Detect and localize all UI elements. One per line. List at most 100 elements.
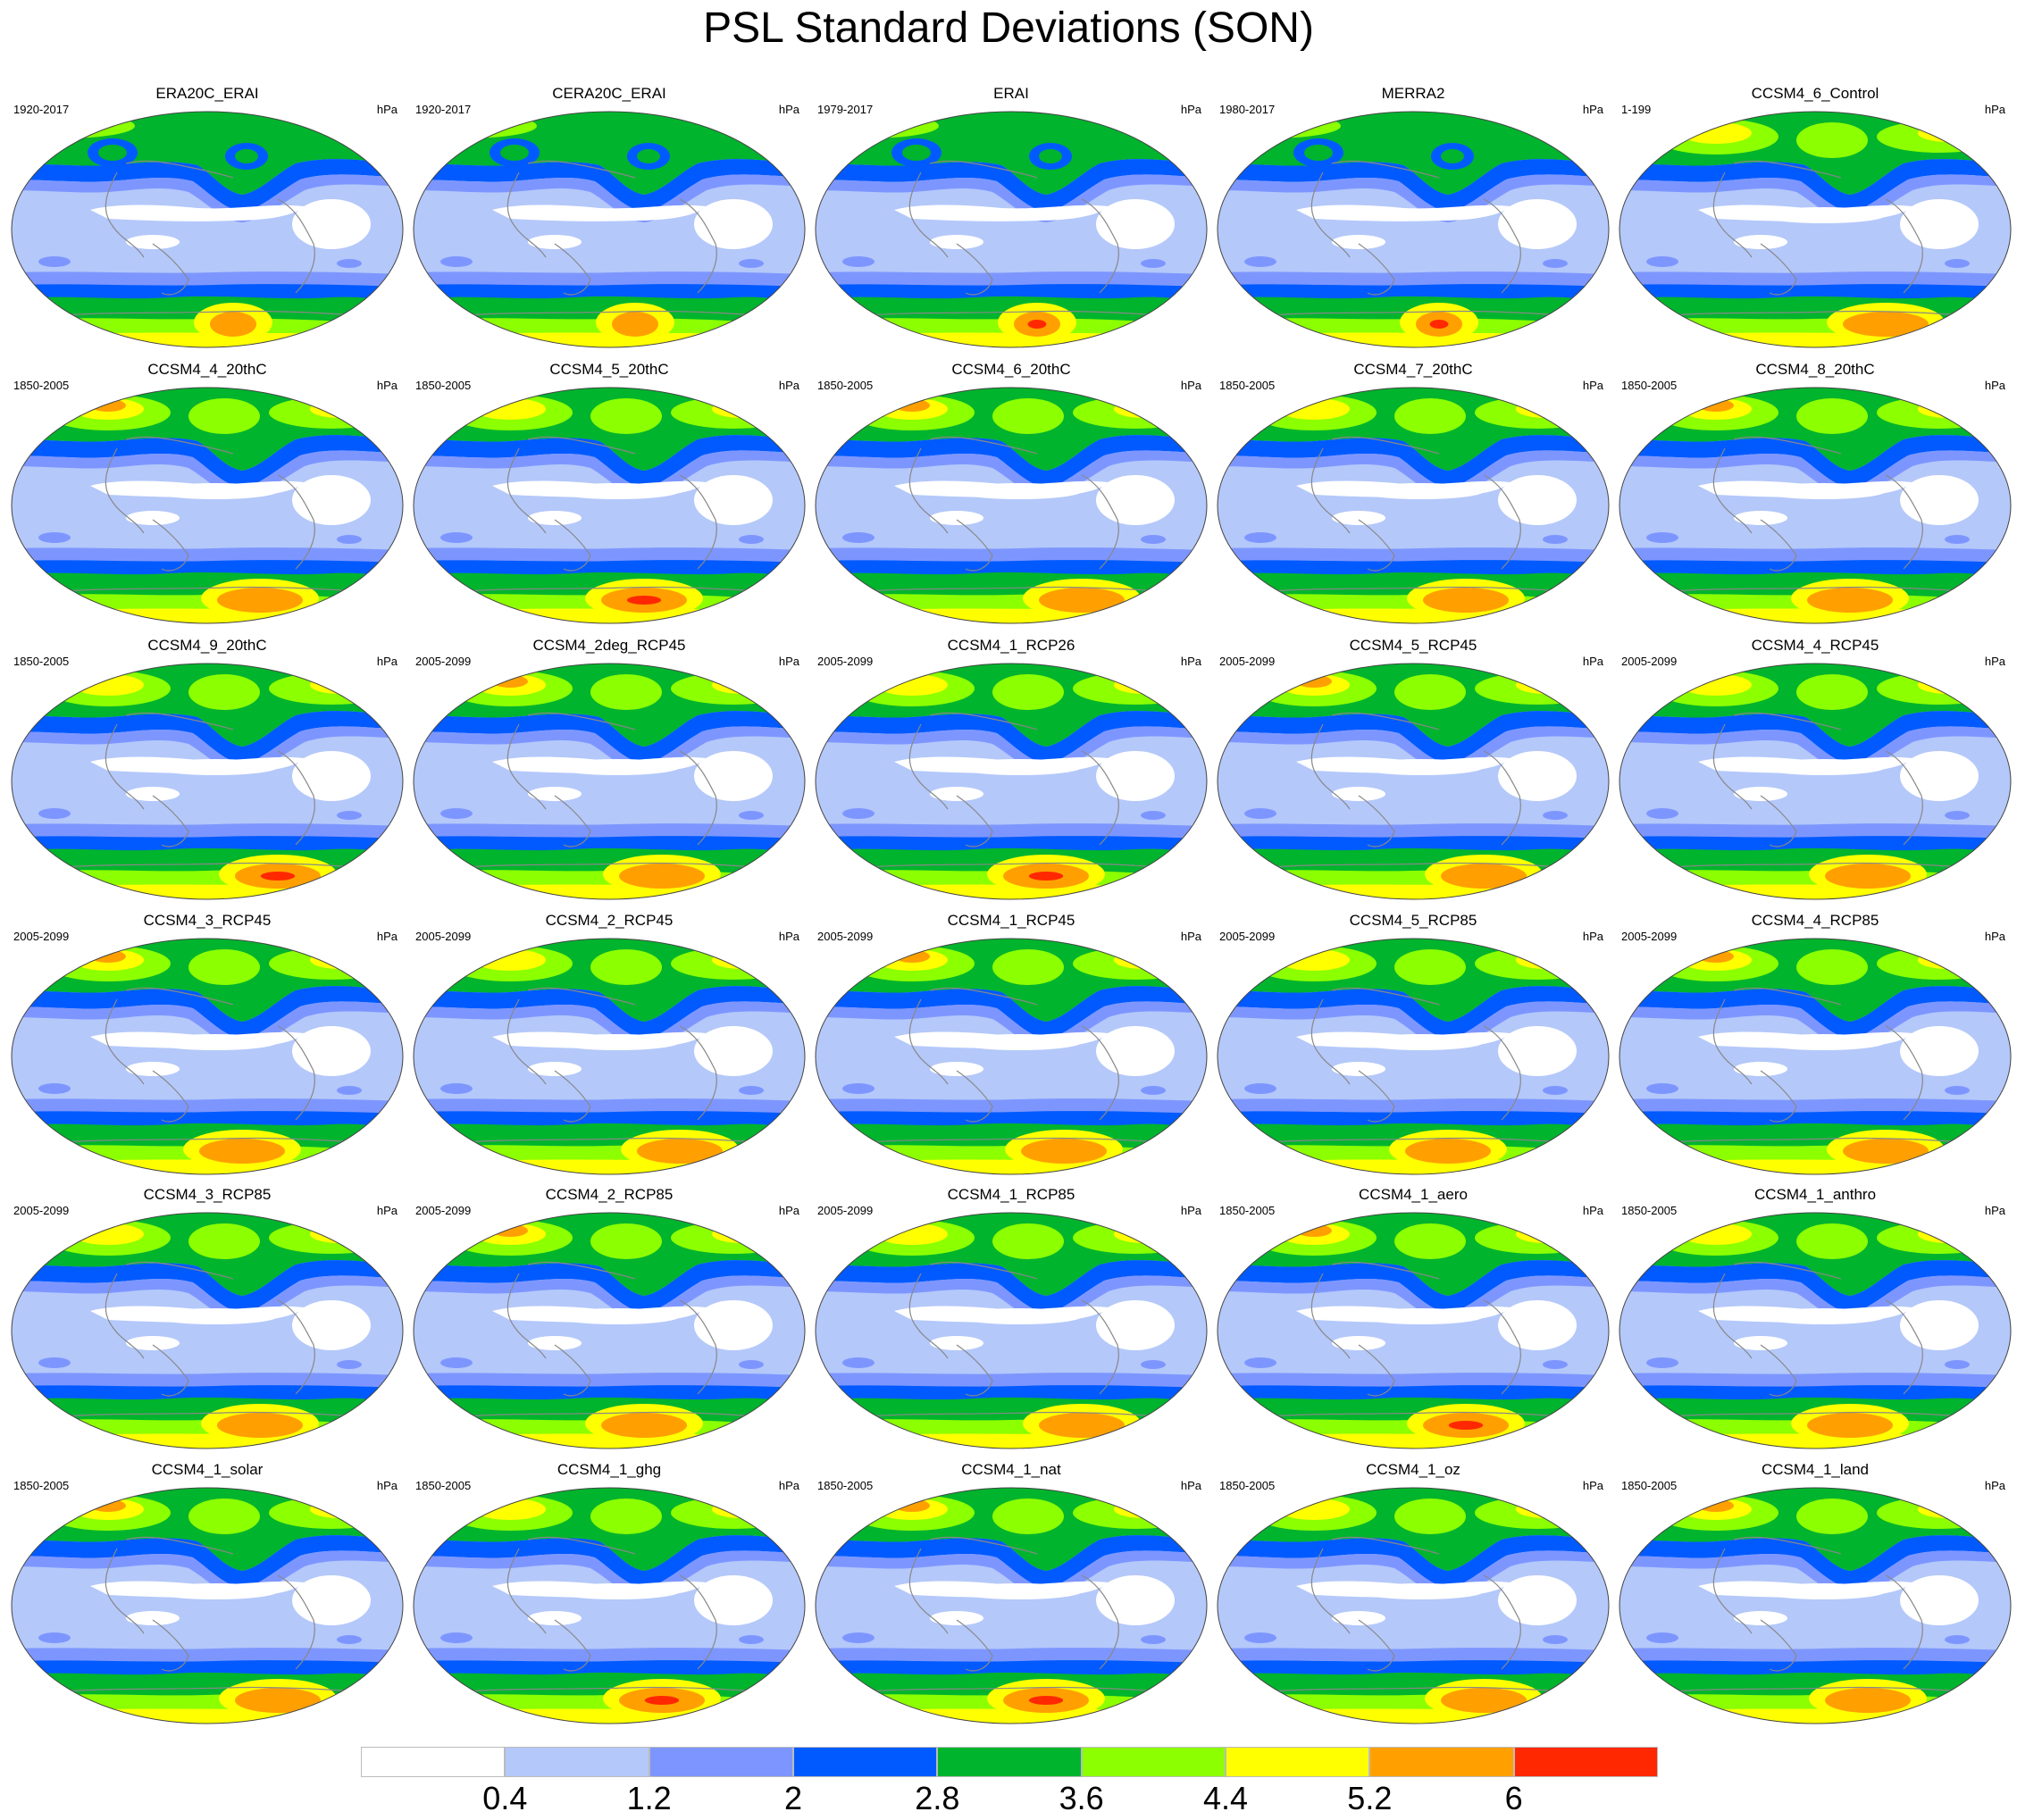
robinson-map <box>1619 1487 2012 1724</box>
robinson-map <box>11 1487 404 1724</box>
panel-period: 1979-2017 <box>817 103 874 116</box>
panel-period: 2005-2099 <box>415 1204 472 1217</box>
panel-period: 2005-2099 <box>1621 655 1678 668</box>
robinson-map <box>1619 111 2012 348</box>
map-panel: CCSM4_5_RCP45 2005-2099 hPa <box>1212 637 1614 905</box>
panel-units: hPa <box>1984 103 2005 116</box>
panel-period: 1850-2005 <box>1219 379 1276 392</box>
colorbar-tick-label: 6 <box>1504 1780 1523 1816</box>
map-panel: MERRA2 1980-2017 hPa <box>1212 85 1614 353</box>
map-panel: ERA20C_ERAI 1920-2017 hPa <box>6 85 408 353</box>
panel-title: CCSM4_1_aero <box>1359 1186 1468 1203</box>
map-panel: ERAI 1979-2017 hPa <box>810 85 1212 353</box>
map-panel: CCSM4_1_land 1850-2005 hPa <box>1614 1461 2016 1729</box>
panel-units: hPa <box>778 1479 799 1492</box>
panel-period: 1-199 <box>1621 103 1652 116</box>
colorbar-cell <box>793 1747 938 1777</box>
map-panel: CCSM4_6_Control 1-199 hPa <box>1614 85 2016 353</box>
robinson-map <box>1217 387 1610 624</box>
robinson-map <box>815 387 1208 624</box>
panel-period: 1850-2005 <box>415 379 472 392</box>
map-panel: CCSM4_1_nat 1850-2005 hPa <box>810 1461 1212 1729</box>
panel-title: ERA20C_ERAI <box>155 85 259 102</box>
panel-units: hPa <box>1984 1479 2005 1492</box>
panel-units: hPa <box>1180 1479 1201 1492</box>
panel-units: hPa <box>376 655 398 668</box>
panel-title: CCSM4_3_RCP45 <box>143 912 272 929</box>
colorbar-cell <box>649 1747 793 1777</box>
panel-title: CERA20C_ERAI <box>552 85 666 102</box>
panel-title: CCSM4_1_land <box>1761 1461 1869 1478</box>
panel-period: 2005-2099 <box>415 930 472 943</box>
panel-title: CCSM4_4_RCP45 <box>1751 637 1879 654</box>
robinson-map <box>1217 1212 1610 1449</box>
robinson-map <box>413 111 806 348</box>
panel-title: CCSM4_2_RCP45 <box>545 912 674 929</box>
panel-period: 1850-2005 <box>817 1479 874 1492</box>
robinson-map <box>1619 938 2012 1175</box>
panel-units: hPa <box>1582 655 1603 668</box>
map-panel: CCSM4_3_RCP85 2005-2099 hPa <box>6 1186 408 1454</box>
robinson-map <box>1217 938 1610 1175</box>
map-panel: CCSM4_4_20thC 1850-2005 hPa <box>6 361 408 629</box>
panel-title: CCSM4_1_RCP85 <box>947 1186 1075 1203</box>
panel-units: hPa <box>1984 379 2005 392</box>
panel-period: 2005-2099 <box>1219 655 1276 668</box>
colorbar-cell <box>1513 1747 1658 1777</box>
panel-period: 1920-2017 <box>13 103 70 116</box>
colorbar-tick-label: 4.4 <box>1202 1780 1249 1816</box>
robinson-map <box>413 1487 806 1724</box>
panel-period: 1850-2005 <box>13 1479 70 1492</box>
panel-period: 2005-2099 <box>1219 930 1276 943</box>
panel-units: hPa <box>376 1479 398 1492</box>
map-panel: CCSM4_6_20thC 1850-2005 hPa <box>810 361 1212 629</box>
map-panel: CCSM4_1_RCP45 2005-2099 hPa <box>810 912 1212 1180</box>
panel-period: 2005-2099 <box>13 930 70 943</box>
panel-title: CCSM4_3_RCP85 <box>143 1186 272 1203</box>
panel-period: 1850-2005 <box>1621 379 1678 392</box>
robinson-map <box>11 663 404 900</box>
panel-units: hPa <box>778 103 799 116</box>
panel-period: 2005-2099 <box>1621 930 1678 943</box>
colorbar-tick-label: 2.8 <box>915 1780 960 1816</box>
panel-period: 1850-2005 <box>1621 1204 1678 1217</box>
panel-title: CCSM4_7_20thC <box>1353 361 1473 378</box>
map-panel: CCSM4_7_20thC 1850-2005 hPa <box>1212 361 1614 629</box>
colorbar-tick-label: 3.6 <box>1059 1780 1104 1816</box>
panel-title: CCSM4_1_RCP26 <box>947 637 1075 654</box>
colorbar-cell <box>1226 1747 1370 1777</box>
robinson-map <box>1217 111 1610 348</box>
robinson-map <box>815 938 1208 1175</box>
panel-period: 1850-2005 <box>13 655 70 668</box>
map-panel: CCSM4_2_RCP85 2005-2099 hPa <box>408 1186 810 1454</box>
colorbar <box>361 1747 1658 1777</box>
panel-units: hPa <box>376 1204 398 1217</box>
figure-title: PSL Standard Deviations (SON) <box>703 4 1314 52</box>
map-panel: CCSM4_4_RCP85 2005-2099 hPa <box>1614 912 2016 1180</box>
panel-title: CCSM4_5_RCP85 <box>1349 912 1477 929</box>
panel-units: hPa <box>1582 379 1603 392</box>
colorbar-tick-label: 5.2 <box>1347 1780 1393 1816</box>
map-panel: CCSM4_1_RCP85 2005-2099 hPa <box>810 1186 1212 1454</box>
robinson-map <box>11 387 404 624</box>
panel-period: 1850-2005 <box>1219 1204 1276 1217</box>
panel-title: CCSM4_4_RCP85 <box>1751 912 1879 929</box>
map-panel: CCSM4_8_20thC 1850-2005 hPa <box>1614 361 2016 629</box>
map-panel: CCSM4_3_RCP45 2005-2099 hPa <box>6 912 408 1180</box>
colorbar-tick-label: 2 <box>783 1780 803 1816</box>
panel-units: hPa <box>1984 930 2005 943</box>
robinson-map <box>1217 663 1610 900</box>
panel-units: hPa <box>1582 1479 1603 1492</box>
panel-units: hPa <box>1582 1204 1603 1217</box>
panel-units: hPa <box>376 379 398 392</box>
panel-title: CCSM4_6_20thC <box>951 361 1071 378</box>
panel-title: CCSM4_1_solar <box>151 1461 264 1478</box>
robinson-map <box>1619 1212 2012 1449</box>
map-panel: CCSM4_9_20thC 1850-2005 hPa <box>6 637 408 905</box>
panel-period: 1850-2005 <box>1219 1479 1276 1492</box>
panel-units: hPa <box>1180 1204 1201 1217</box>
robinson-map <box>413 387 806 624</box>
map-panel: CCSM4_1_aero 1850-2005 hPa <box>1212 1186 1614 1454</box>
robinson-map <box>11 111 404 348</box>
colorbar-cell <box>937 1747 1082 1777</box>
